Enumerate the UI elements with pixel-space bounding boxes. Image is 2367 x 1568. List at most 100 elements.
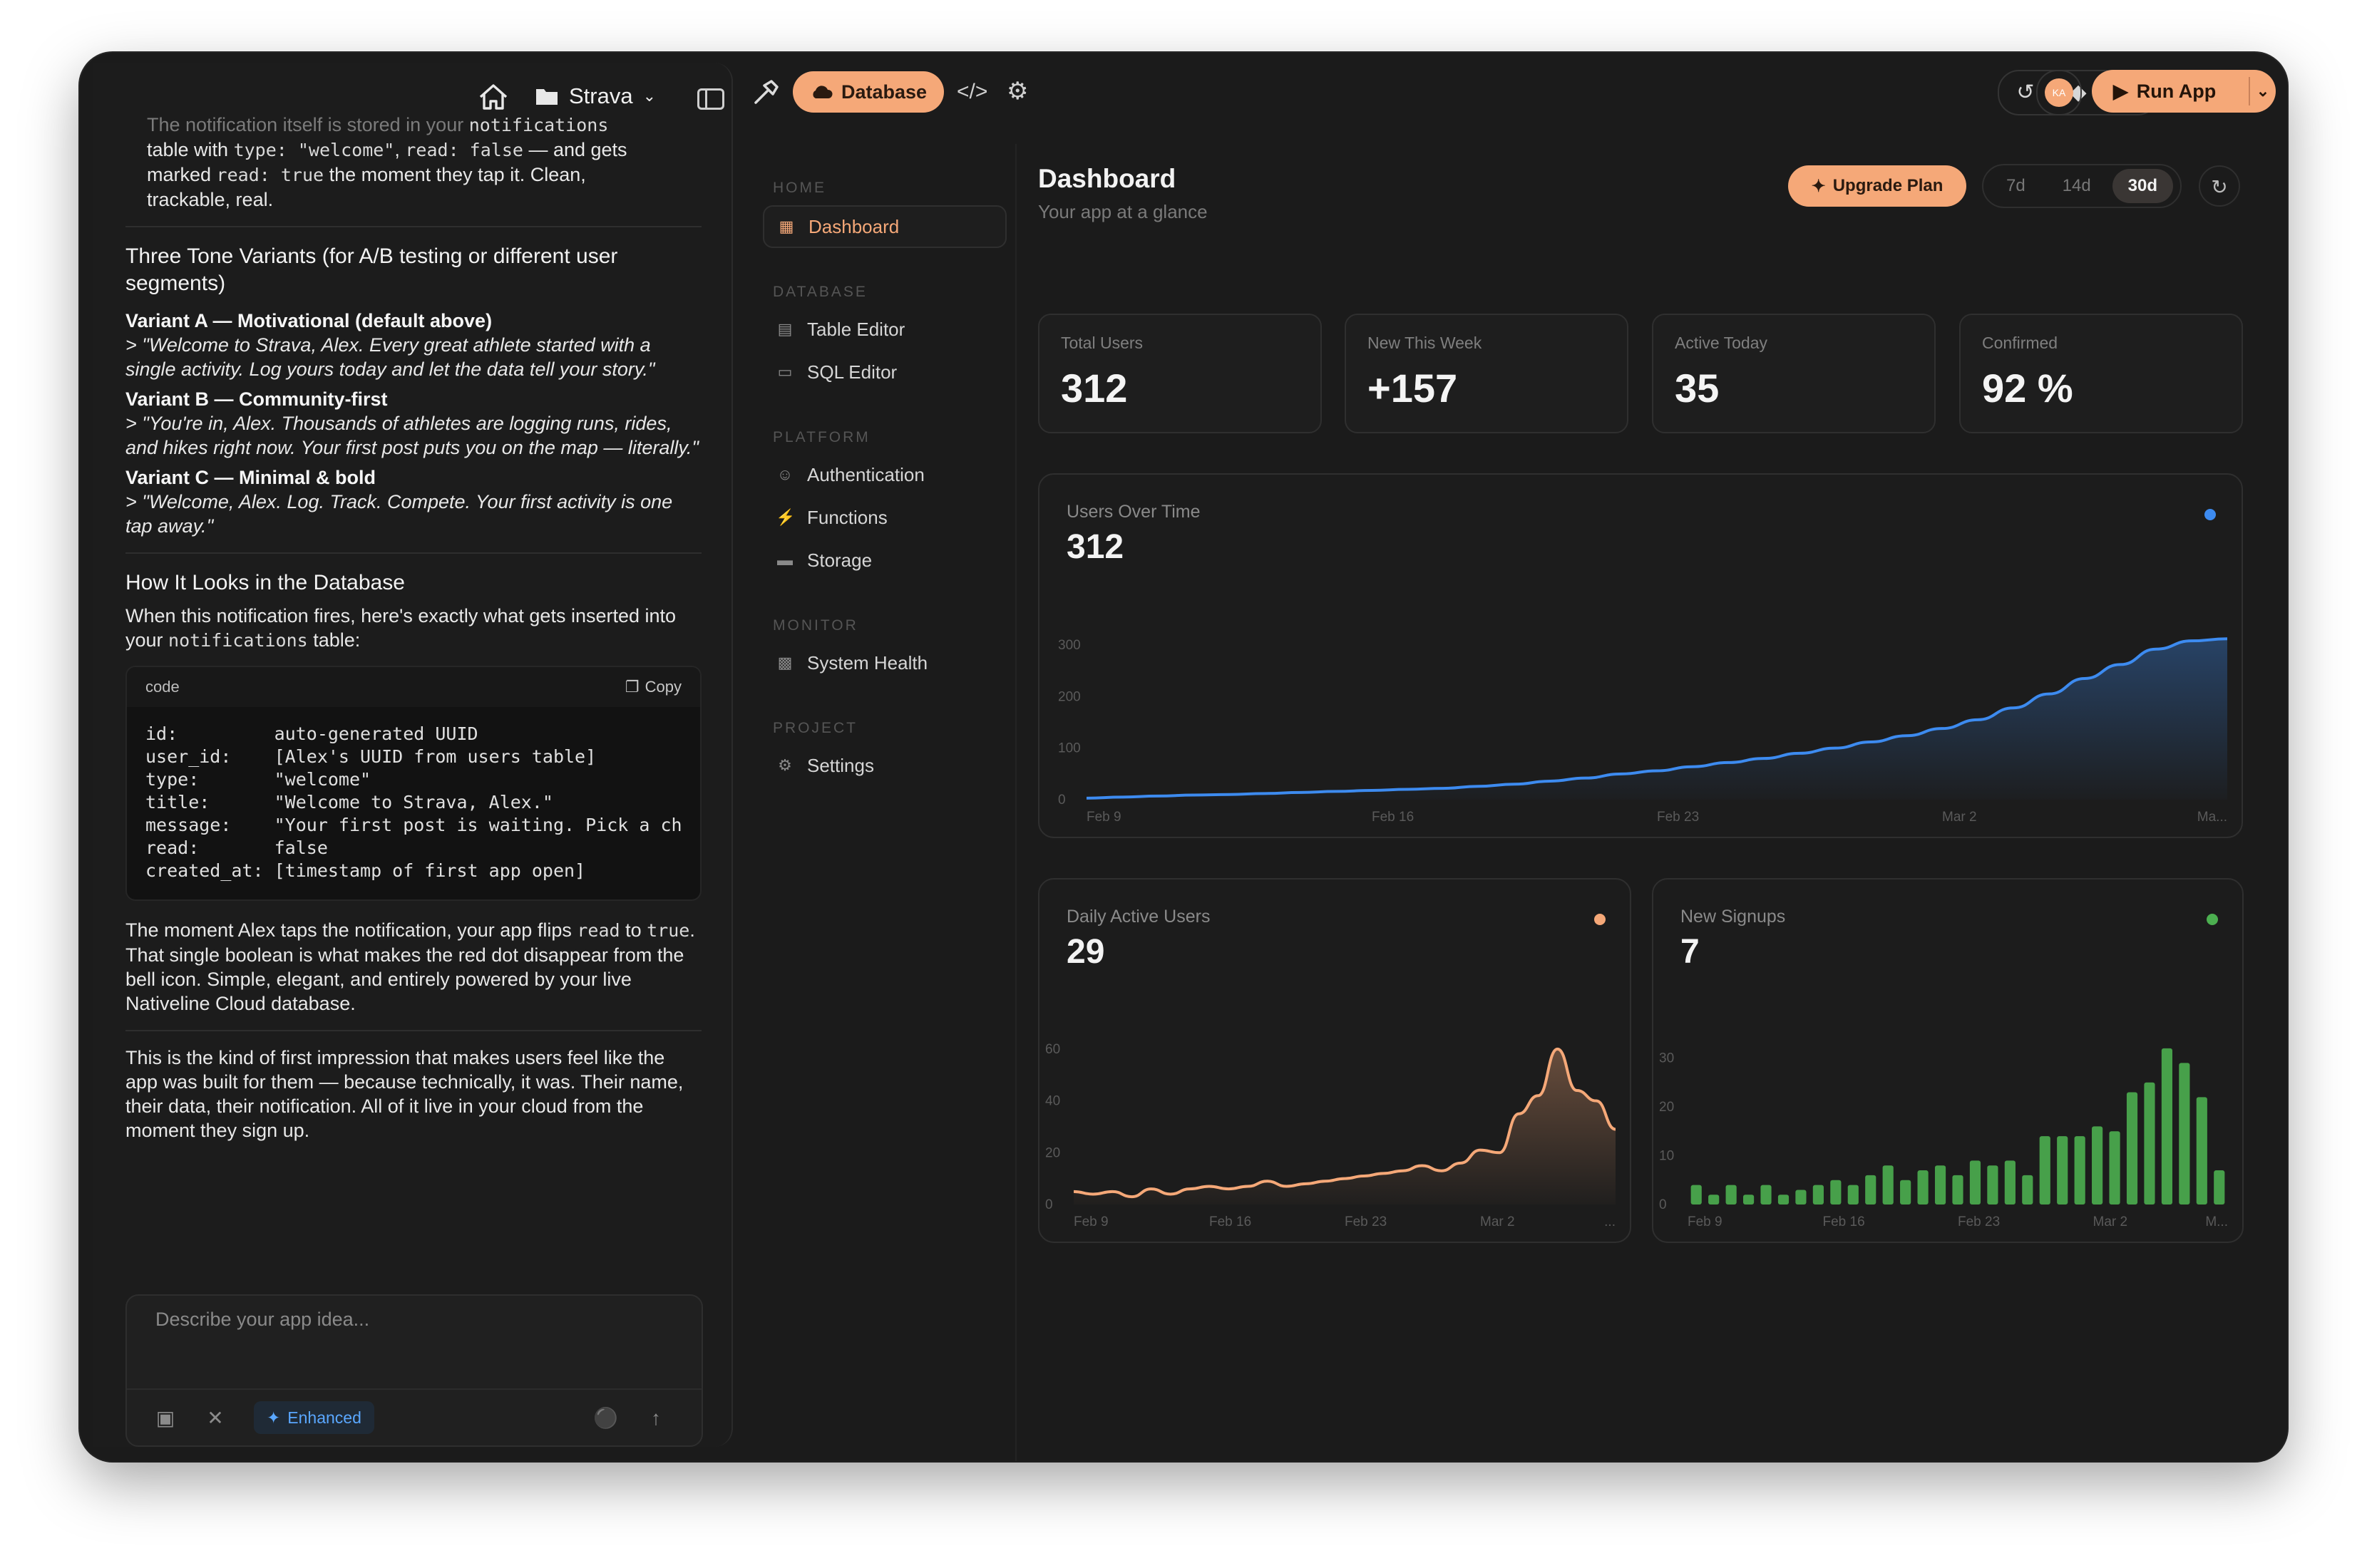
divider (125, 1030, 702, 1031)
project-switcher[interactable]: Strava ⌄ (535, 78, 656, 114)
home-icon[interactable] (478, 83, 509, 111)
page-title: Dashboard (1038, 164, 1176, 193)
microphone-icon[interactable]: ⚫ (593, 1407, 618, 1429)
series-dot (1594, 914, 1606, 925)
x-tick-label: Mar 2 (2093, 1214, 2128, 1229)
bar (2109, 1131, 2120, 1205)
sparkle-icon: ✦ (1811, 176, 1826, 196)
x-tick-label: M... (2205, 1214, 2228, 1229)
x-tick-label: Feb 16 (1372, 810, 1414, 825)
cloud-icon (813, 86, 833, 98)
range-30d[interactable]: 30d (2112, 169, 2173, 203)
data-point (1728, 762, 1729, 763)
bar (1882, 1165, 1894, 1205)
range-7d[interactable]: 7d (2006, 176, 2025, 195)
data-point (1336, 791, 1337, 792)
data-point (1093, 1194, 1094, 1195)
code-content: id: auto-generated UUID user_id: [Alex's… (145, 723, 682, 881)
app-window: Strava ⌄ The notification itself is stor… (80, 53, 2287, 1461)
nav-item-storage[interactable]: ▬ Storage (777, 549, 873, 571)
chart-title: New Signups (1680, 907, 1786, 927)
bar (1900, 1180, 1911, 1205)
bolt-icon: ⚡ (776, 508, 796, 526)
avatar: KA (2045, 78, 2073, 107)
nav-item-functions[interactable]: ⚡ Functions (776, 506, 888, 528)
x-tick-label: Feb 23 (1958, 1214, 2000, 1229)
nav-section-home: HOME (773, 180, 826, 196)
storage-icon: ▬ (777, 551, 793, 569)
chat-panel: Strava ⌄ The notification itself is stor… (93, 63, 733, 1447)
run-app-button[interactable]: ▶ Run App ⌄ (2092, 70, 2276, 113)
x-tick-label: Feb 9 (1087, 810, 1121, 825)
image-icon[interactable]: ▣ (155, 1407, 175, 1429)
area-fill (1074, 1048, 1616, 1205)
project-name: Strava (569, 83, 633, 108)
data-point (1300, 792, 1301, 793)
data-point (1267, 1181, 1268, 1182)
folder-icon (536, 89, 558, 105)
bar (2161, 1048, 2172, 1205)
variant-c: Variant C — Minimal & bold > "Welcome, A… (125, 467, 673, 537)
bar (1952, 1175, 1963, 1205)
stat-card-total-users: Total Users 312 (1038, 314, 1322, 433)
message-closing: This is the kind of first impression tha… (125, 1047, 684, 1141)
range-14d[interactable]: 14d (2062, 176, 2091, 195)
tools-icon[interactable]: ✕ (207, 1407, 224, 1429)
daily-active-users-svg: 0 20 40 60 Feb 9 Feb 16 Feb 23 Mar 2... (1045, 1042, 1616, 1229)
nav-section-platform: PLATFORM (773, 429, 871, 445)
sidebar-toggle-icon[interactable] (697, 88, 724, 110)
nav-item-table-editor[interactable]: ▤ Table Editor (763, 309, 1007, 349)
undo-icon[interactable]: ↺ (2016, 81, 2035, 104)
send-arrow-icon[interactable]: ↑ (651, 1407, 661, 1429)
data-point (2120, 664, 2121, 665)
database-tab[interactable]: Database (793, 71, 944, 113)
grid-icon: ▦ (779, 217, 794, 235)
chart-title: Users Over Time (1067, 502, 1201, 522)
bar (1934, 1165, 1946, 1205)
chart-value: 29 (1067, 933, 1105, 971)
stat-card-new-this-week: New This Week +157 (1345, 314, 1628, 433)
upgrade-plan-button[interactable]: ✦ Upgrade Plan (1788, 165, 1966, 207)
avatar-button[interactable]: KA (2036, 70, 2082, 115)
bar (1917, 1170, 1929, 1205)
data-point (1538, 1095, 1539, 1096)
db-intro: When this notification fires, here's exa… (125, 605, 677, 651)
data-point (1228, 1189, 1229, 1190)
y-tick-label: 0 (1058, 793, 1066, 808)
area-fill (1087, 639, 2227, 800)
data-point (1170, 1194, 1171, 1195)
data-point (1460, 1162, 1461, 1163)
nav-item-system-health[interactable]: ▩ System Health (763, 643, 1007, 683)
hammer-icon[interactable] (751, 78, 780, 107)
data-point (1286, 1186, 1287, 1187)
y-tick-label: 0 (1045, 1197, 1053, 1212)
users-icon: ☺ (776, 465, 794, 483)
code-view-icon[interactable]: </> (957, 80, 988, 103)
stat-card-confirmed: Confirmed 92 % (1959, 314, 2243, 433)
data-point (1305, 1183, 1306, 1184)
bar (2022, 1175, 2033, 1205)
data-point (1158, 795, 1159, 796)
nav-item-dashboard[interactable]: ▦ Dashboard (763, 205, 1007, 248)
code-block: code ❐ Copy id: auto-generated UUID user_… (125, 666, 702, 901)
nav-item-settings[interactable]: ⚙ Settings (763, 746, 1007, 785)
chart-title: Daily Active Users (1067, 907, 1211, 927)
gear-icon[interactable]: ⚙ (1007, 78, 1029, 105)
nav-item-sql-editor[interactable]: ▭ SQL Editor (763, 352, 1007, 392)
x-tick-label: Mar 2 (1480, 1214, 1515, 1229)
top-toolbar: Database </> ⚙ ↺ ◆ ➤ KA ▶Run App ⌄ (743, 53, 2287, 144)
run-options-chevron-icon[interactable]: ⌄ (2256, 82, 2270, 100)
nav-item-authentication[interactable]: ☺ Authentication (776, 463, 925, 485)
x-tick-label: Feb 9 (1074, 1214, 1109, 1229)
bar (2214, 1170, 2225, 1205)
bar (1760, 1185, 1772, 1205)
prompt-input[interactable]: Describe your app idea... (155, 1309, 370, 1330)
bar (1725, 1185, 1737, 1205)
copy-button[interactable]: ❐ Copy (625, 675, 682, 699)
enhanced-toggle[interactable]: ✦ Enhanced (254, 1401, 374, 1434)
data-point (1229, 794, 1230, 795)
refresh-icon[interactable]: ↻ (2199, 165, 2240, 207)
chevron-down-icon: ⌄ (642, 87, 657, 105)
bar (1690, 1185, 1702, 1205)
chart-daily-active-users: 0 20 40 60 Feb 9 Feb 16 Feb 23 Mar 2... Daily A… (1038, 878, 1631, 1243)
